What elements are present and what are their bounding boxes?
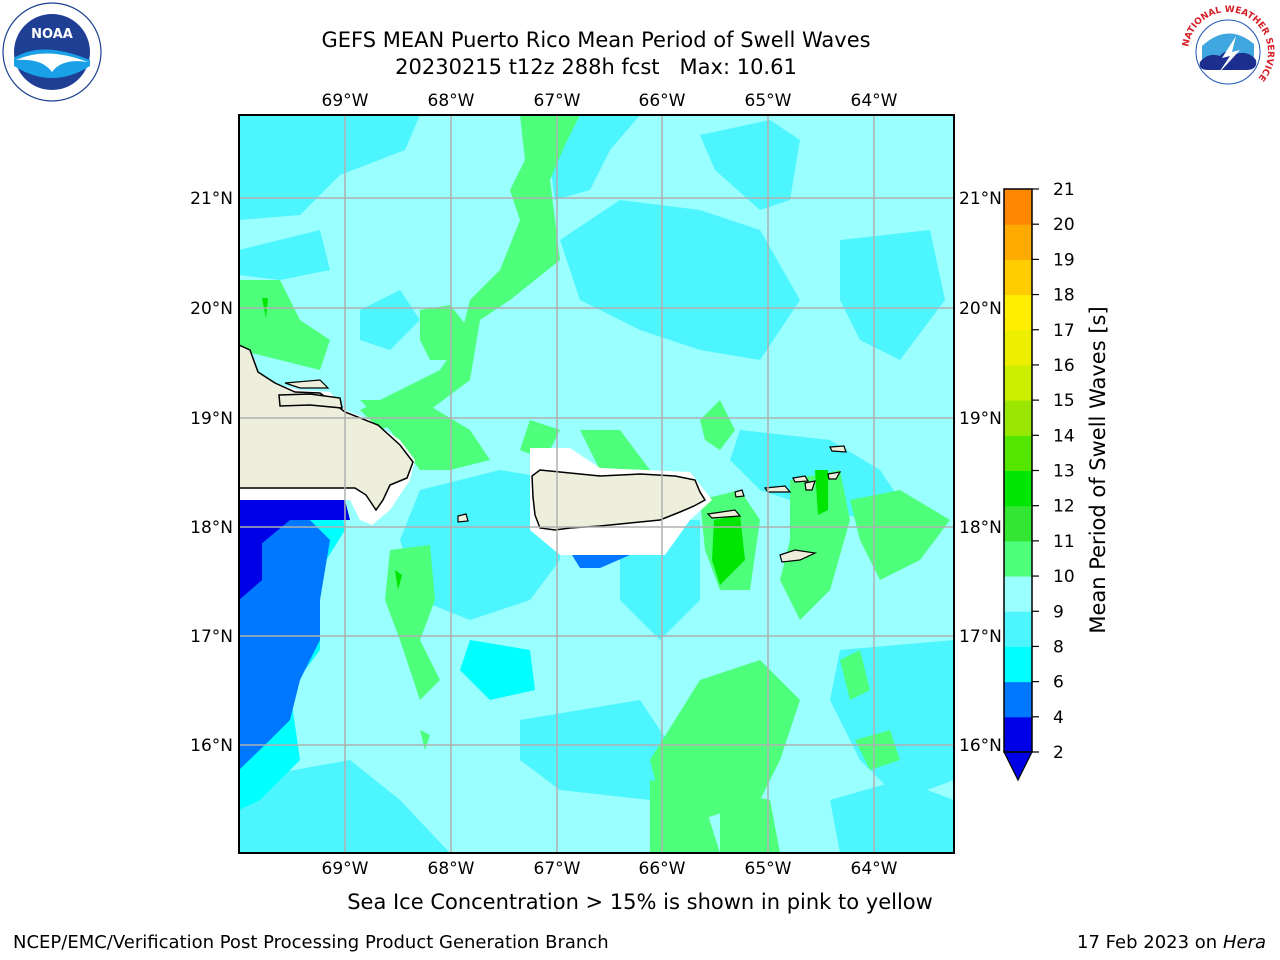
- colorbar-tick-label: 13: [1053, 462, 1075, 482]
- lat-label-left: 18°N: [190, 518, 233, 538]
- colorbar-band: [1004, 364, 1032, 401]
- colorbar-band: [1004, 540, 1032, 577]
- colorbar-tick-label: 19: [1053, 250, 1075, 270]
- colorbar-band: [1004, 189, 1032, 225]
- colorbar-tick-label: 20: [1053, 215, 1075, 235]
- lon-label-bottom: 69°W: [322, 859, 369, 879]
- lon-label-top: 69°W: [322, 91, 369, 111]
- colorbar: 2 4 6 8 9 10 11 12 13 14 15 16 17 18 19 20 21 Mean Perio…: [1003, 180, 1110, 782]
- colorbar-band: [1004, 470, 1032, 507]
- colorbar-band: [1004, 329, 1032, 366]
- colorbar-band: [1004, 294, 1032, 331]
- footer-date-text: 17 Feb 2023 on: [1077, 932, 1218, 953]
- lon-label-bottom: 67°W: [534, 859, 581, 879]
- colorbar-tick-label: 16: [1053, 356, 1075, 376]
- lon-label-bottom: 65°W: [745, 859, 792, 879]
- colorbar-band: [1004, 611, 1032, 647]
- run-info: 20230215 t12z 288h fcst: [395, 55, 660, 79]
- colorbar-tick-label: 21: [1053, 180, 1075, 200]
- lat-label-left: 21°N: [190, 189, 233, 209]
- lat-label-right: 21°N: [959, 189, 1002, 209]
- lon-label-bottom: 66°W: [639, 859, 686, 879]
- colorbar-band: [1004, 400, 1032, 436]
- colorbar-band: [1004, 646, 1032, 683]
- lon-label-bottom: 68°W: [428, 859, 475, 879]
- noaa-logo-text: NOAA: [31, 27, 73, 42]
- colorbar-label: Mean Period of Swell Waves [s]: [1086, 306, 1110, 633]
- lat-label-right: 16°N: [959, 736, 1002, 756]
- lat-label-right: 17°N: [959, 627, 1002, 647]
- max-value: Max: 10.61: [679, 55, 797, 79]
- lat-label-right: 18°N: [959, 518, 1002, 538]
- title-line-1: GEFS MEAN Puerto Rico Mean Period of Swe…: [321, 28, 871, 52]
- nws-logo: NATIONAL WEATHER SERVICE: [1180, 4, 1276, 100]
- lat-label-left: 20°N: [190, 299, 233, 319]
- colorbar-band: [1004, 259, 1032, 296]
- footer-date: 17 Feb 2023 on Hera: [1077, 932, 1266, 953]
- colorbar-tick-label: 14: [1053, 426, 1075, 446]
- sea-ice-caption: Sea Ice Concentration > 15% is shown in …: [347, 890, 933, 914]
- lat-label-left: 16°N: [190, 736, 233, 756]
- lat-label-right: 19°N: [959, 409, 1002, 429]
- lon-label-bottom: 64°W: [851, 859, 898, 879]
- footer-credit: NCEP/EMC/Verification Post Processing Pr…: [13, 932, 609, 953]
- colorbar-tick-label: 8: [1053, 637, 1064, 657]
- colorbar-band: [1004, 681, 1032, 718]
- colorbar-tick-label: 18: [1053, 286, 1075, 306]
- lat-label-left: 17°N: [190, 627, 233, 647]
- map-fill: [239, 115, 954, 853]
- colorbar-tick-label: 10: [1053, 567, 1075, 587]
- colorbar-tick-label: 2: [1053, 743, 1064, 763]
- lon-label-top: 67°W: [534, 91, 581, 111]
- lat-label-left: 19°N: [190, 409, 233, 429]
- lon-label-top: 65°W: [745, 91, 792, 111]
- colorbar-band: [1004, 435, 1032, 471]
- lon-label-top: 66°W: [639, 91, 686, 111]
- grid-lines: [239, 115, 954, 853]
- colorbar-band: [1004, 576, 1032, 612]
- colorbar-band: [1004, 505, 1032, 542]
- colorbar-tick-label: 6: [1053, 673, 1064, 693]
- lon-label-top: 68°W: [428, 91, 475, 111]
- colorbar-tick-label: 9: [1053, 602, 1064, 622]
- lon-label-top: 64°W: [851, 91, 898, 111]
- title-line-2: 20230215 t12z 288h fcst Max: 10.61: [0, 54, 1192, 80]
- lat-label-right: 20°N: [959, 299, 1002, 319]
- noaa-logo: NOAA: [2, 2, 102, 102]
- colorbar-tick-label: 15: [1053, 391, 1075, 411]
- colorbar-band: [1004, 224, 1032, 260]
- colorbar-tick-label: 11: [1053, 532, 1075, 552]
- colorbar-tick-label: 17: [1053, 321, 1075, 341]
- colorbar-tick-label: 4: [1053, 708, 1064, 728]
- colorbar-min-arrow: [1003, 751, 1033, 782]
- colorbar-band: [1004, 716, 1032, 753]
- map-frame: [238, 114, 955, 854]
- footer-host: Hera: [1222, 932, 1266, 953]
- colorbar-tick-label: 12: [1053, 497, 1075, 517]
